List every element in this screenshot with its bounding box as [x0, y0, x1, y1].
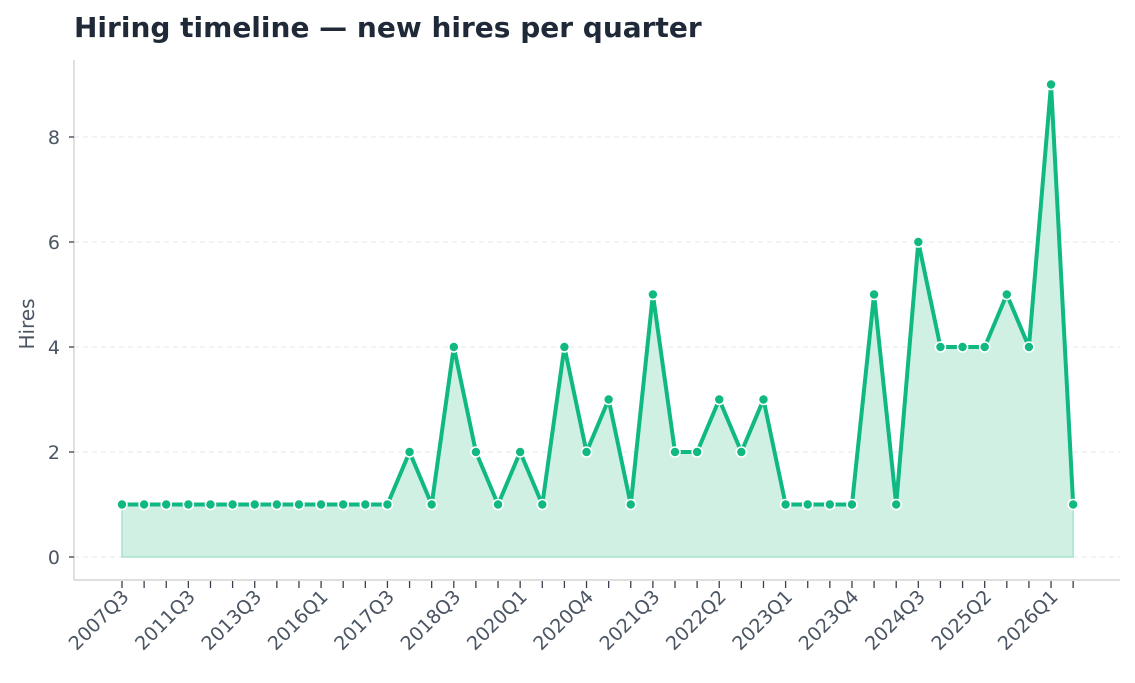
data-point — [779, 498, 792, 511]
data-point — [735, 446, 748, 458]
data-point — [956, 341, 969, 353]
x-tick-label: 2026Q1 — [994, 586, 1063, 655]
data-point — [138, 498, 150, 511]
data-point — [1023, 341, 1035, 353]
data-point — [359, 498, 372, 511]
axes — [73, 60, 1120, 581]
x-tick-label: 2018Q3 — [396, 586, 465, 655]
x-tick-label: 2023Q4 — [795, 586, 864, 655]
data-point — [447, 341, 460, 353]
y-ticks: 0 2 4 6 8 — [48, 127, 74, 569]
data-point — [647, 288, 659, 301]
x-tick-label: 2021Q3 — [596, 586, 665, 655]
data-point — [271, 498, 283, 511]
x-tick-label: 2017Q3 — [330, 586, 399, 655]
data-point — [846, 498, 858, 511]
y-axis-label: Hires — [15, 298, 39, 349]
x-tick-label: 2025Q2 — [927, 586, 996, 655]
data-point — [868, 288, 880, 301]
data-point — [934, 341, 947, 353]
x-tick-label: 2013Q3 — [197, 586, 266, 655]
data-point — [248, 498, 261, 511]
data-point — [1045, 78, 1057, 91]
y-tick-label: 2 — [48, 442, 60, 464]
data-point — [558, 341, 571, 353]
x-tick-label: 2020Q1 — [463, 586, 532, 655]
data-point — [691, 446, 703, 458]
data-point — [514, 446, 526, 458]
data-point — [116, 498, 128, 511]
x-tick-label: 2022Q2 — [662, 586, 731, 655]
chart-title: Hiring timeline — new hires per quarter — [74, 11, 702, 44]
y-tick-label: 6 — [48, 232, 60, 254]
data-point — [669, 446, 681, 458]
data-point — [160, 498, 173, 511]
data-point — [315, 498, 327, 511]
x-tick-label: 2007Q3 — [65, 586, 134, 655]
x-tick-label: 2023Q1 — [728, 586, 797, 655]
data-point — [204, 498, 217, 511]
marker-layer — [116, 78, 1079, 511]
data-point — [182, 498, 195, 511]
data-point — [912, 236, 925, 248]
area-layer — [121, 84, 1074, 558]
x-tick-label: 2011Q3 — [131, 586, 200, 655]
x-tick-label: 2016Q1 — [264, 586, 333, 655]
data-point — [425, 498, 438, 511]
data-point — [624, 498, 637, 511]
data-point — [470, 446, 482, 458]
data-point — [1067, 498, 1079, 511]
x-tick-label: 2024Q3 — [861, 586, 930, 655]
data-point — [757, 393, 770, 406]
area-fill — [121, 84, 1074, 558]
data-point — [801, 498, 814, 511]
y-tick-label: 8 — [48, 127, 60, 149]
x-tick-label: 2020Q4 — [529, 586, 598, 655]
data-point — [824, 498, 836, 511]
data-point — [381, 498, 394, 511]
x-ticks: 2007Q32011Q32013Q32016Q12017Q32018Q32020… — [65, 581, 1074, 655]
data-point — [337, 498, 350, 511]
data-point — [1000, 288, 1013, 301]
data-point — [536, 498, 549, 511]
data-point — [492, 498, 504, 511]
data-point — [580, 446, 593, 458]
data-point — [403, 446, 416, 458]
data-point — [226, 498, 239, 511]
data-point — [713, 393, 726, 406]
y-tick-label: 0 — [48, 547, 60, 569]
data-point — [890, 498, 903, 511]
data-point — [602, 393, 615, 406]
data-point — [293, 498, 305, 511]
data-point — [978, 341, 991, 353]
y-tick-label: 4 — [48, 337, 60, 359]
